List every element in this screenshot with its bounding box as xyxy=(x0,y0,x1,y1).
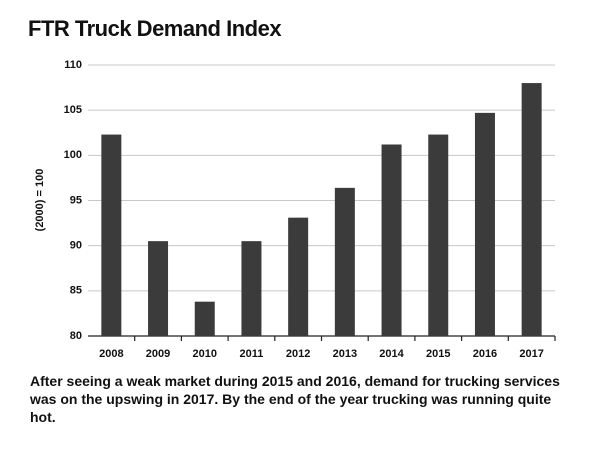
chart-title: FTR Truck Demand Index xyxy=(28,16,282,41)
chart: FTR Truck Demand Index (2000) = 100 80 85… xyxy=(28,16,556,360)
y-tick-label: 90 xyxy=(70,240,82,252)
x-tick-label: 2017 xyxy=(519,348,543,360)
bar xyxy=(101,134,122,336)
bar xyxy=(288,217,309,336)
x-tick-label: 2009 xyxy=(146,348,170,360)
x-tick-label: 2013 xyxy=(333,348,357,360)
bar xyxy=(241,241,262,336)
bar xyxy=(148,241,169,336)
y-tick-label: 100 xyxy=(64,149,82,161)
x-tick-label: 2015 xyxy=(426,348,450,360)
x-tick-label: 2010 xyxy=(193,348,217,360)
bar xyxy=(334,187,355,336)
bar xyxy=(474,112,495,336)
y-tick-label: 105 xyxy=(64,104,82,116)
bar xyxy=(381,144,402,336)
x-tick-label: 2014 xyxy=(379,348,404,360)
x-tick-label: 2008 xyxy=(99,348,123,360)
bar xyxy=(521,83,542,336)
y-axis-label: (2000) = 100 xyxy=(34,169,46,232)
bar xyxy=(428,134,449,336)
y-tick-label: 80 xyxy=(70,330,82,342)
caption: After seeing a weak market during 2015 a… xyxy=(30,373,560,425)
x-tick-label: 2011 xyxy=(240,348,264,360)
y-tick-label: 110 xyxy=(64,59,82,71)
x-tick-label: 2012 xyxy=(286,348,310,360)
y-tick-label: 85 xyxy=(70,285,82,297)
x-tick-label: 2016 xyxy=(473,348,497,360)
y-tick-label: 95 xyxy=(70,194,82,206)
bar xyxy=(194,301,215,336)
